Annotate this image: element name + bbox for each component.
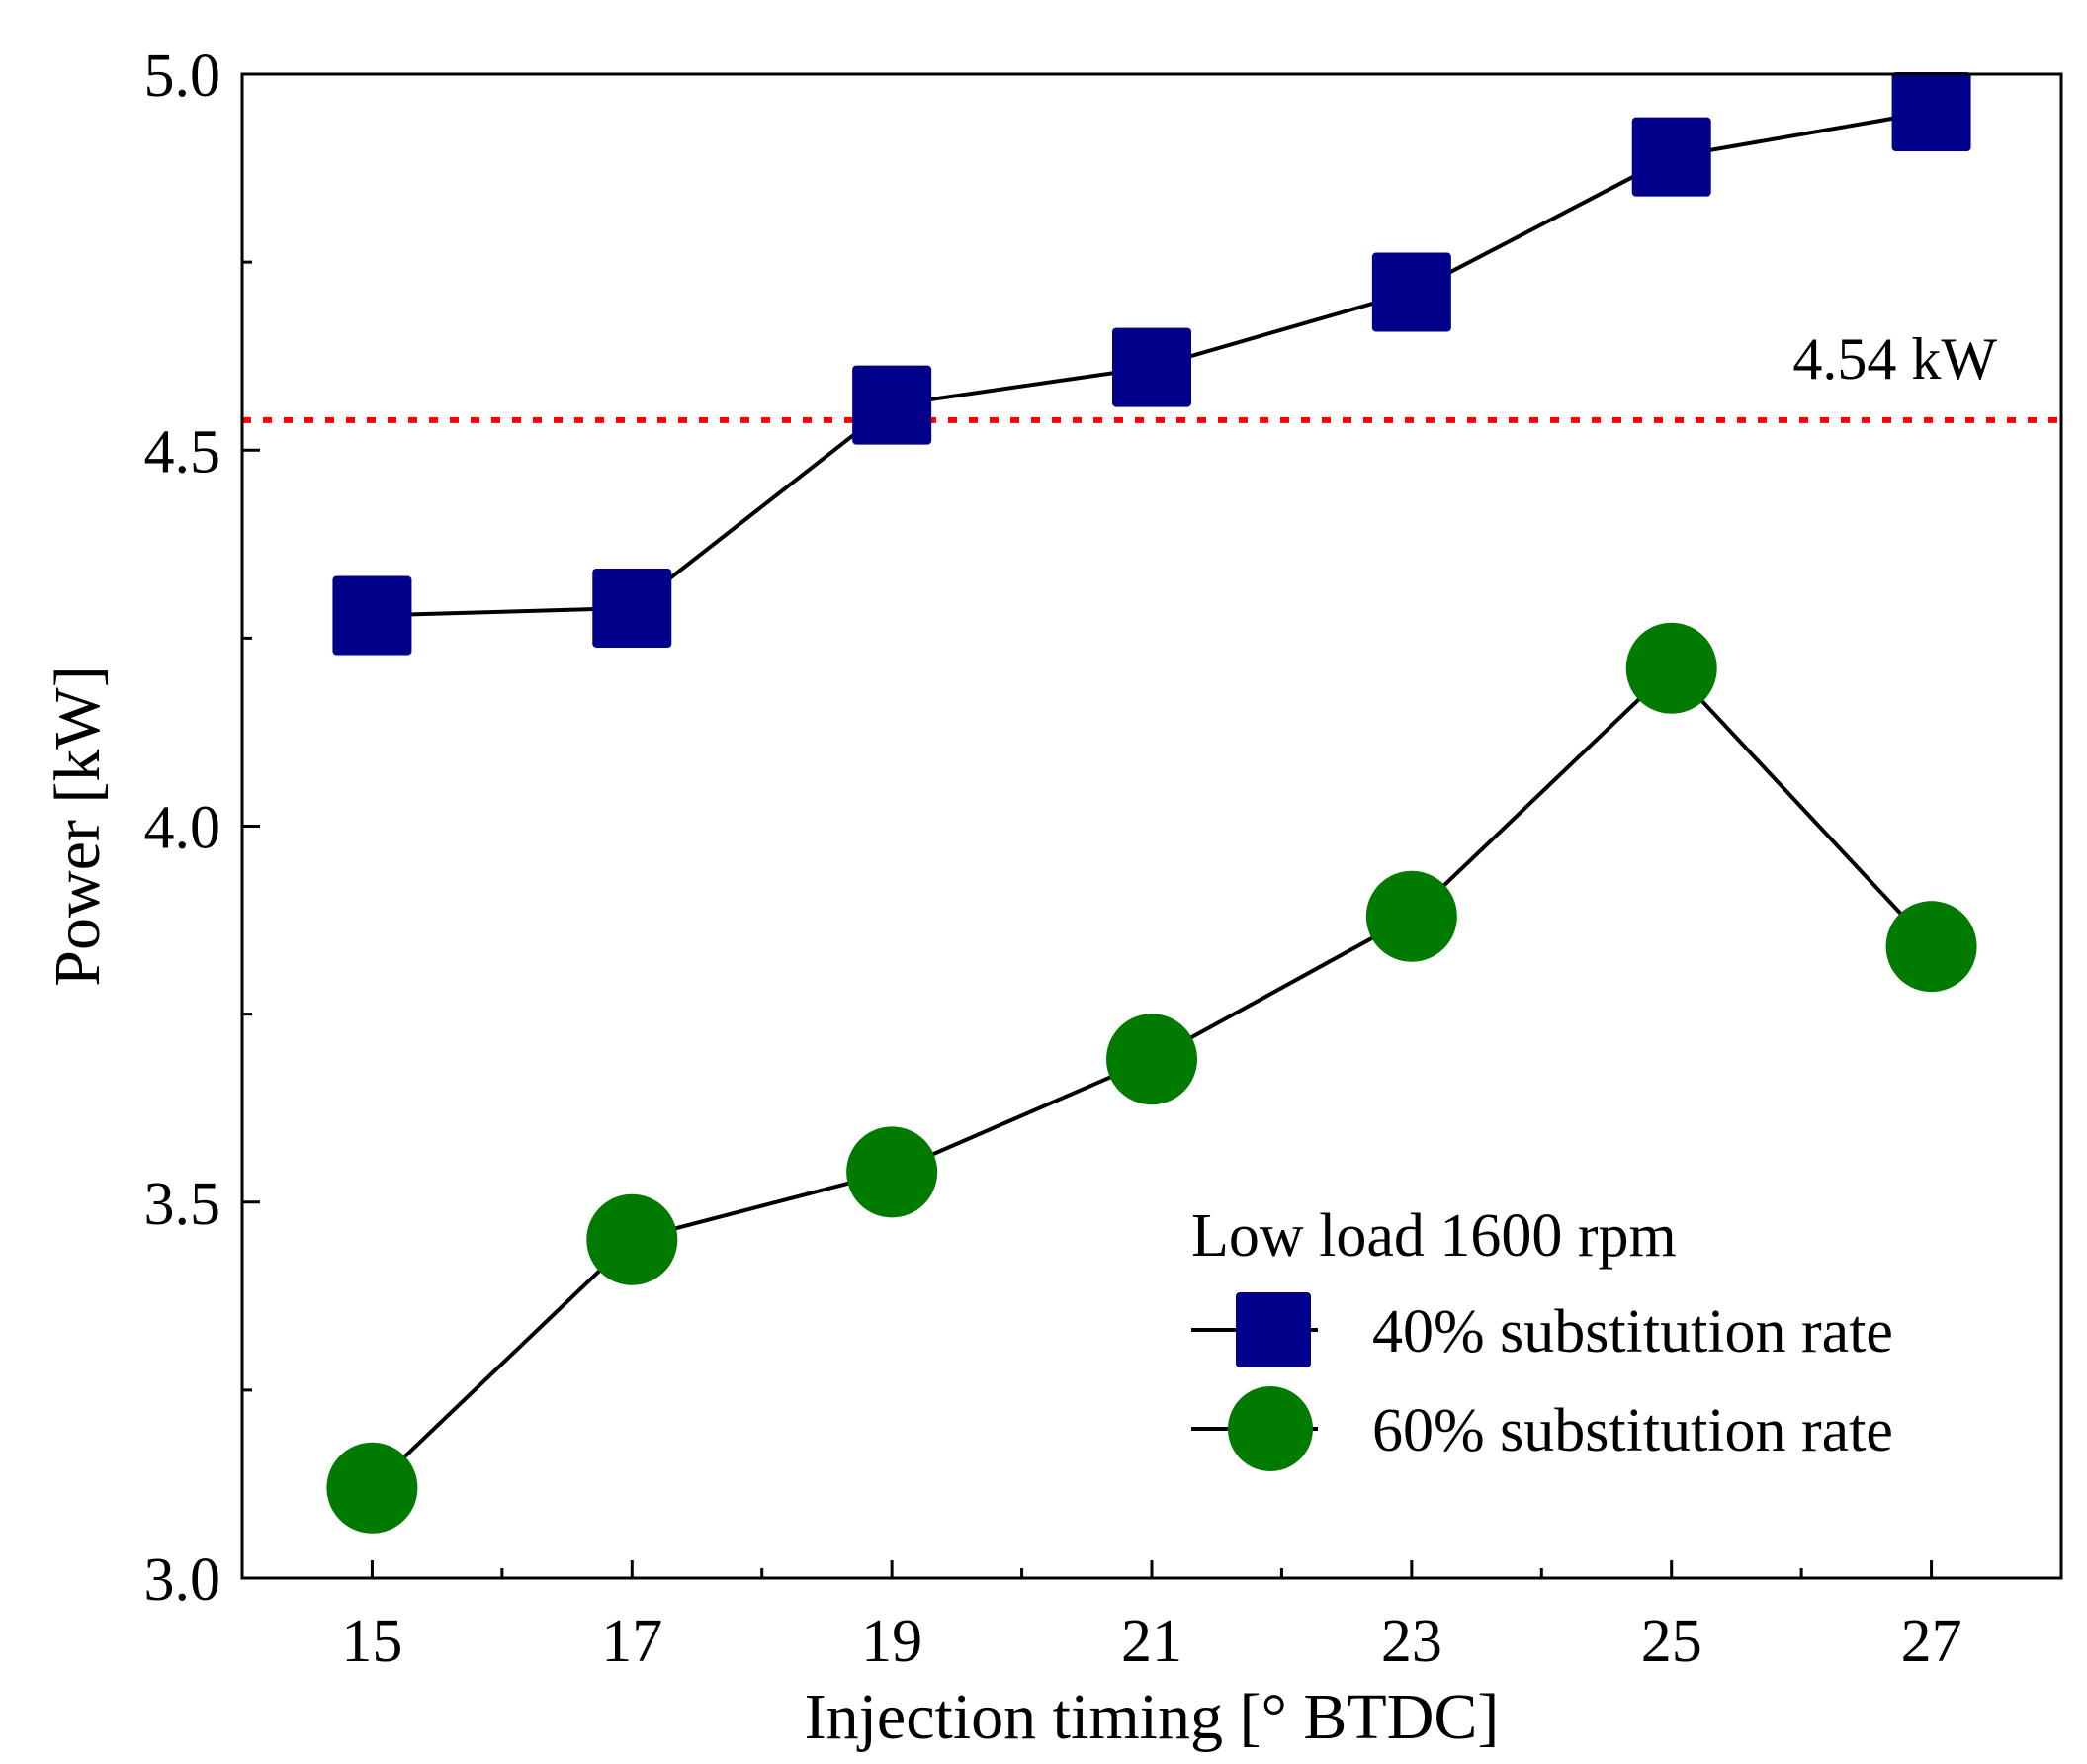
y-tick-label: 3.5 (144, 1171, 221, 1238)
data-point-circle (1365, 870, 1457, 962)
legend-marker-square (1236, 1292, 1311, 1367)
data-point-square (1112, 327, 1191, 407)
data-point-square (592, 568, 672, 648)
y-tick-label: 5.0 (144, 43, 221, 110)
data-point-circle (846, 1126, 938, 1218)
data-point-square (1371, 252, 1451, 332)
legend-title: Low load 1600 rpm (1191, 1202, 1677, 1270)
data-point-circle (1625, 622, 1717, 714)
legend-marker-circle (1228, 1386, 1313, 1471)
x-tick-label: 17 (601, 1608, 662, 1675)
data-point-circle (586, 1193, 678, 1285)
y-tick-label: 4.5 (144, 418, 221, 485)
x-tick-label: 19 (861, 1608, 922, 1675)
reference-line-label: 4.54 kW (1792, 326, 1997, 392)
data-point-square (1631, 117, 1711, 197)
y-tick-label: 4.0 (144, 795, 221, 862)
legend: Low load 1600 rpm 40% substitution rate 6… (1191, 1202, 1893, 1471)
data-point-circle (1106, 1014, 1197, 1105)
y-axis-title: Power [kW] (42, 665, 114, 986)
series-layer (326, 72, 1977, 1534)
ticks-layer: 15 17 19 21 23 25 27 3.0 3.5 4.0 4.5 5.0 (144, 43, 1962, 1675)
data-point-square (332, 575, 412, 656)
data-point-circle (1885, 901, 1977, 993)
data-point-square (852, 365, 932, 445)
x-axis-title: Injection timing [° BTDC] (805, 1681, 1500, 1753)
data-point-square (1891, 72, 1971, 152)
x-tick-label: 15 (341, 1608, 402, 1675)
x-tick-label: 27 (1901, 1608, 1962, 1675)
x-tick-label: 21 (1121, 1608, 1182, 1675)
y-tick-label: 3.0 (144, 1546, 221, 1614)
data-point-circle (326, 1442, 418, 1534)
legend-label: 60% substitution rate (1372, 1397, 1893, 1464)
legend-entries: 40% substitution rate 60% substitution ra… (1191, 1292, 1893, 1471)
legend-label: 40% substitution rate (1372, 1298, 1893, 1366)
x-tick-label: 23 (1381, 1608, 1442, 1675)
x-tick-label: 25 (1641, 1608, 1702, 1675)
